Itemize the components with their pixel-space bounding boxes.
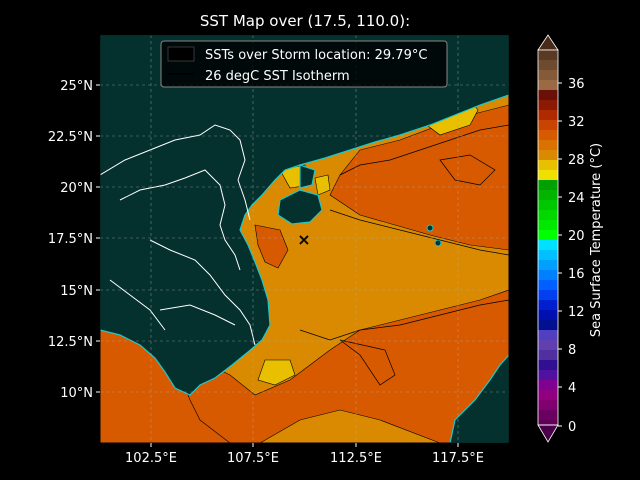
land-hainan [277, 189, 323, 225]
lat-tick-label: 12.5°N [48, 335, 93, 350]
sst-patch-yellow-island [314, 174, 331, 196]
map-panel [100, 35, 509, 443]
lat-tick-label: 15°N [60, 284, 93, 299]
lon-axis: 102.5°E 107.5°E 112.5°E 117.5°E [125, 443, 484, 466]
lat-tick-label: 22.5°N [48, 130, 93, 145]
colorbar-tick-label: 12 [568, 305, 585, 320]
map-frame [99, 34, 510, 444]
legend-swatch-sst [167, 46, 195, 62]
colorbar-max-extend [537, 34, 559, 51]
colorbar-tick-label: 36 [568, 77, 585, 92]
sst-region-hot-gulf [254, 224, 289, 269]
land-peninsula [299, 164, 316, 189]
legend-item-isotherm: 26 degC SST Isotherm [205, 69, 350, 84]
land-islet [426, 224, 434, 232]
legend-item-sst: SSTs over Storm location: 29.79°C [205, 48, 427, 63]
country-borders [100, 124, 256, 346]
sst-patch-yellow-gulf [257, 359, 296, 386]
colorbar: 0 4 8 12 16 20 24 28 32 36 Sea Surface T… [537, 34, 604, 443]
colorbar-tick-label: 16 [568, 267, 585, 282]
land-southeast [449, 354, 509, 443]
colorbar-ticks: 0 4 8 12 16 20 24 28 32 36 [558, 77, 585, 435]
colorbar-tick-label: 32 [568, 115, 585, 130]
colorbar-frame [537, 49, 559, 426]
sst-region-hot-south [100, 289, 509, 443]
colorbar-tick-label: 20 [568, 229, 585, 244]
lat-tick-label: 17.5°N [48, 232, 93, 247]
lat-tick-label: 10°N [60, 386, 93, 401]
colorbar-tick-label: 4 [568, 381, 576, 396]
colorbar-min-extend [537, 424, 559, 443]
land-mainland [100, 35, 509, 396]
colorbar-tick-label: 24 [568, 191, 585, 206]
legend-box [160, 40, 448, 88]
sst-isotherms [299, 124, 509, 386]
legend: SSTs over Storm location: 29.79°C 26 deg… [160, 40, 448, 88]
land-islet [434, 239, 442, 247]
colorbar-tick-label: 8 [568, 343, 576, 358]
storm-marker: × [297, 230, 310, 249]
map-title: SST Map over (17.5, 110.0): [199, 12, 411, 30]
lat-tick-label: 25°N [60, 79, 93, 94]
colorbar-label: Sea Surface Temperature (°C) [589, 143, 604, 337]
lat-axis: 25°N 22.5°N 20°N 17.5°N 15°N 12.5°N 10°N [48, 79, 100, 401]
lon-tick-label: 112.5°E [330, 451, 382, 466]
colorbar-tick-label: 0 [568, 420, 576, 435]
lon-tick-label: 107.5°E [227, 451, 279, 466]
colorbar-tick-label: 28 [568, 153, 585, 168]
lon-tick-label: 117.5°E [432, 451, 484, 466]
lat-tick-label: 20°N [60, 181, 93, 196]
lon-tick-label: 102.5°E [125, 451, 177, 466]
